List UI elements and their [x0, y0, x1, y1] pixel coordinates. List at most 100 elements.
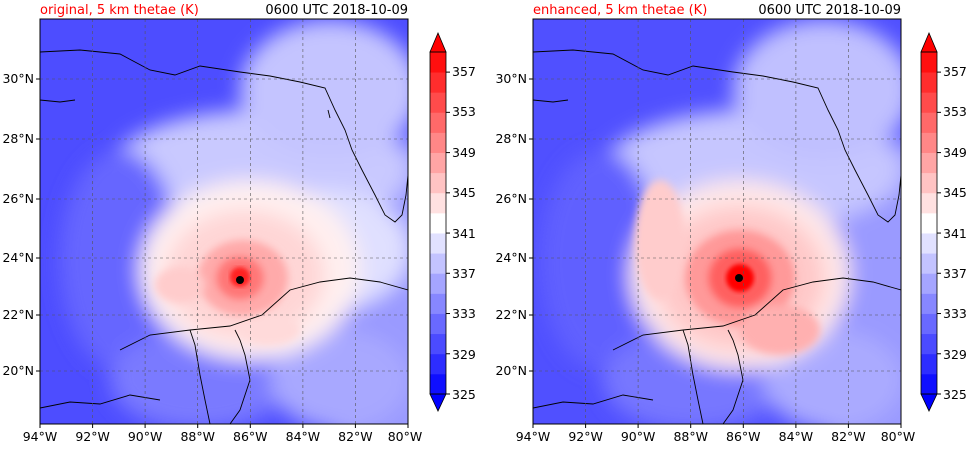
colorbar-label: 345 — [943, 185, 967, 200]
lon-tick-label: 94°W — [516, 429, 551, 444]
lon-tick-label: 92°W — [568, 429, 603, 444]
lon-tick-label: 86°W — [233, 429, 268, 444]
colorbar-label: 333 — [452, 306, 476, 321]
colorbar-segment — [430, 192, 446, 214]
panel-time-enhanced: 0600 UTC 2018-10-09 — [758, 3, 901, 18]
panel-original: original, 5 km thetae (K) 0600 UTC 2018-… — [2, 3, 476, 444]
map-field-original — [40, 19, 408, 424]
colorbar-original: 357 353 349 345 341 337 333 329 325 — [429, 31, 476, 412]
lon-tick-label: 80°W — [388, 429, 423, 444]
latitude-labels-original: 30°N 28°N 26°N 24°N 22°N 20°N — [2, 71, 34, 378]
colorbar-segment — [921, 373, 937, 395]
colorbar-segment — [430, 72, 446, 93]
lat-tick-label: 26°N — [495, 191, 527, 206]
colorbar-segment — [430, 273, 446, 294]
lon-tick-label: 90°W — [621, 429, 656, 444]
lon-tick-label: 92°W — [75, 429, 110, 444]
lon-tick-label: 80°W — [881, 429, 916, 444]
colorbar-segments — [921, 52, 937, 395]
colorbar-segment — [921, 313, 937, 335]
panel-enhanced: enhanced, 5 km thetae (K) 0600 UTC 2018-… — [495, 3, 967, 444]
colorbar-segment — [921, 353, 937, 375]
lat-tick-label: 30°N — [2, 71, 34, 86]
colorbar-enhanced: 357 353 349 345 341 337 333 329 325 — [920, 31, 967, 412]
colorbar-label: 329 — [452, 347, 476, 362]
lon-tick-label: 84°W — [286, 429, 321, 444]
colorbar-segment — [430, 333, 446, 355]
colorbar-label: 357 — [452, 64, 476, 79]
colorbar-label: 325 — [943, 387, 967, 402]
lat-tick-label: 20°N — [2, 363, 34, 378]
colorbar-label: 333 — [943, 306, 967, 321]
colorbar-segment — [430, 92, 446, 113]
lon-tick-label: 82°W — [338, 429, 373, 444]
colorbar-label: 329 — [943, 347, 967, 362]
longitude-labels-original: 94°W 92°W 90°W 88°W 86°W 84°W 82°W 80°W — [23, 429, 423, 444]
colorbar-label: 337 — [943, 266, 967, 281]
lat-tick-label: 28°N — [495, 131, 527, 146]
latitude-labels-enhanced: 30°N 28°N 26°N 24°N 22°N 20°N — [495, 71, 527, 378]
lat-tick-label: 26°N — [2, 191, 34, 206]
lat-tick-label: 22°N — [2, 307, 34, 322]
colorbar-segment — [430, 132, 446, 153]
colorbar-segment — [921, 253, 937, 274]
lat-tick-label: 20°N — [495, 363, 527, 378]
colorbar-extend-high — [429, 31, 447, 53]
colorbar-segment — [921, 132, 937, 153]
colorbar-label: 345 — [452, 185, 476, 200]
colorbar-extend-low — [920, 393, 938, 412]
colorbar-extend-low — [429, 393, 447, 412]
colorbar-segment — [921, 172, 937, 194]
colorbar-segment — [921, 192, 937, 214]
lon-tick-label: 86°W — [726, 429, 761, 444]
colorbar-segment — [430, 52, 446, 73]
lon-tick-label: 82°W — [831, 429, 866, 444]
colorbar-label: 325 — [452, 387, 476, 402]
longitude-labels-enhanced: 94°W 92°W 90°W 88°W 86°W 84°W 82°W 80°W — [516, 429, 916, 444]
colorbar-segment — [921, 293, 937, 314]
colorbar-label: 341 — [943, 226, 967, 241]
colorbar-label: 337 — [452, 266, 476, 281]
colorbar-label: 353 — [452, 104, 476, 119]
colorbar-segment — [921, 92, 937, 113]
colorbar-label: 357 — [943, 64, 967, 79]
colorbar-label: 349 — [452, 145, 476, 160]
map-field-enhanced — [533, 19, 901, 424]
colorbar-label: 353 — [943, 104, 967, 119]
colorbar-segment — [430, 373, 446, 395]
colorbar-segment — [921, 233, 937, 254]
lat-tick-label: 30°N — [495, 71, 527, 86]
colorbar-label: 349 — [943, 145, 967, 160]
colorbar-segment — [430, 253, 446, 274]
lon-tick-label: 94°W — [23, 429, 58, 444]
lat-tick-label: 24°N — [495, 250, 527, 265]
colorbar-segment — [430, 233, 446, 254]
colorbar-segment — [430, 353, 446, 375]
colorbar-segment — [430, 172, 446, 194]
colorbar-segment — [921, 152, 937, 174]
lon-tick-label: 90°W — [128, 429, 163, 444]
panel-title-enhanced: enhanced, 5 km thetae (K) — [533, 3, 707, 18]
colorbar-segments — [430, 52, 446, 395]
panel-time-original: 0600 UTC 2018-10-09 — [265, 3, 408, 18]
colorbar-segment — [921, 72, 937, 93]
colorbar-segment — [921, 212, 937, 234]
colorbar-extend-high — [920, 31, 938, 53]
lon-tick-label: 88°W — [180, 429, 215, 444]
colorbar-segment — [430, 152, 446, 174]
colorbar-segment — [921, 52, 937, 73]
map-frame-enhanced — [532, 18, 902, 425]
colorbar-segment — [430, 112, 446, 133]
colorbar-segment — [921, 333, 937, 355]
colorbar-segment — [430, 293, 446, 314]
lat-tick-label: 28°N — [2, 131, 34, 146]
colorbar-segment — [430, 212, 446, 234]
lon-tick-label: 88°W — [673, 429, 708, 444]
colorbar-label: 341 — [452, 226, 476, 241]
colorbar-segment — [430, 313, 446, 335]
lon-tick-label: 84°W — [779, 429, 814, 444]
lat-tick-label: 22°N — [495, 307, 527, 322]
panel-title-original: original, 5 km thetae (K) — [40, 3, 199, 18]
colorbar-segment — [921, 112, 937, 133]
